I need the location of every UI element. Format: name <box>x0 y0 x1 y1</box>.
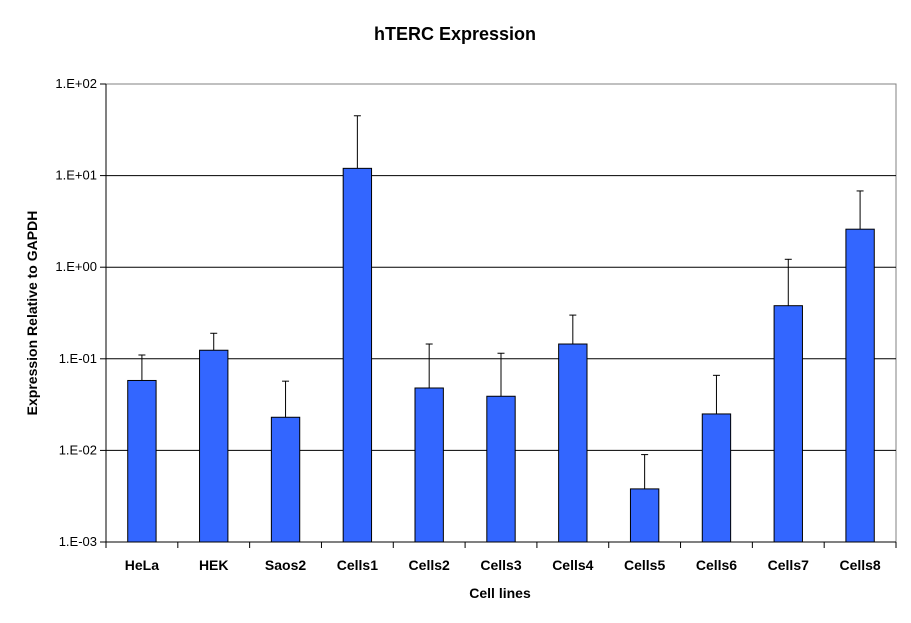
bar <box>701 413 732 543</box>
bar <box>270 416 301 543</box>
bar <box>199 349 229 543</box>
x-tick-label: Saos2 <box>265 557 306 573</box>
x-tick-label: Cells6 <box>696 557 737 573</box>
x-axis: HeLa HEK Saos2 Cells1 Cells2 Cells3 Cells4 Cell… <box>105 541 897 573</box>
y-tick-label: 1.E-01 <box>59 351 97 366</box>
x-tick-label: Cells7 <box>768 557 809 573</box>
bar <box>127 379 157 543</box>
y-tick-label: 1.E+01 <box>55 168 97 183</box>
x-tick-label: HEK <box>199 557 229 573</box>
x-tick-label: Cells1 <box>337 557 378 573</box>
x-tick-label: Cells2 <box>409 557 450 573</box>
y-tick-label: 1.E+00 <box>55 259 97 274</box>
y-tick-label: 1.E+02 <box>55 76 97 91</box>
x-tick-label: Cells3 <box>480 557 521 573</box>
bar <box>342 167 373 543</box>
x-tick-label: Cells4 <box>552 557 593 573</box>
bar <box>773 305 803 543</box>
error-bars <box>138 115 864 489</box>
y-tick-label: 1.E-03 <box>59 534 97 549</box>
x-tick-label: Cells8 <box>839 557 880 573</box>
chart-title: hTERC Expression <box>374 24 536 44</box>
bar <box>629 488 660 543</box>
y-axis-title: Expression Relative to GAPDH <box>24 211 40 416</box>
x-tick-label: Cells5 <box>624 557 665 573</box>
y-tick-label: 1.E-02 <box>59 442 97 457</box>
y-axis: 1.E-03 1.E-02 1.E-01 1.E+00 1.E+01 1.E+02 <box>55 76 107 549</box>
bar <box>486 395 516 543</box>
x-tick-label: HeLa <box>125 557 159 573</box>
bar <box>558 343 588 543</box>
bar <box>414 387 444 543</box>
bar <box>845 228 875 543</box>
x-axis-title: Cell lines <box>469 585 531 601</box>
